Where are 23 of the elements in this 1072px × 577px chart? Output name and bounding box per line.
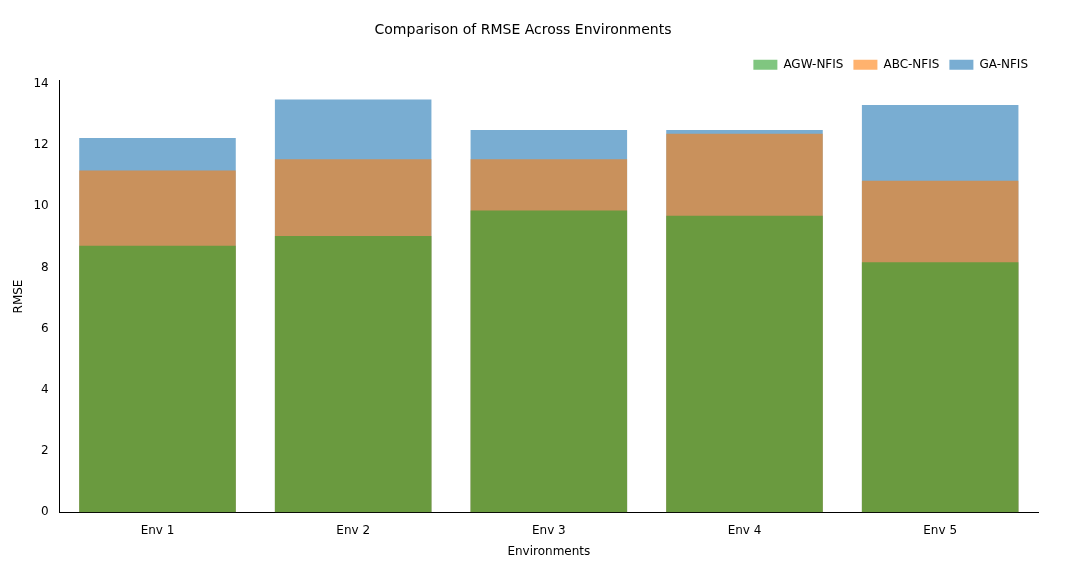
y-tick-label: 8 <box>41 259 49 274</box>
bar <box>861 262 1019 513</box>
x-tick-label: Env 1 <box>140 522 175 537</box>
y-tick-label: 2 <box>41 443 49 458</box>
x-tick-label: Env 2 <box>336 522 371 537</box>
y-axis-title: RMSE <box>11 279 26 314</box>
bar <box>79 245 236 513</box>
y-tick-label: 0 <box>41 504 49 519</box>
legend-label: GA-NFIS <box>979 56 1028 71</box>
x-tick-label: Env 5 <box>923 522 958 537</box>
x-tick-label: Env 3 <box>531 522 566 537</box>
y-tick-label: 12 <box>33 137 49 152</box>
legend-label: AGW-NFIS <box>783 56 844 71</box>
legend-label: ABC-NFIS <box>883 56 940 71</box>
bar <box>666 215 823 513</box>
x-tick-label: Env 4 <box>727 522 762 537</box>
y-tick-label: 10 <box>33 198 49 213</box>
x-axis-title: Environments <box>507 543 591 558</box>
chart-title: Comparison of RMSE Across Environments <box>374 21 672 38</box>
y-tick-label: 14 <box>33 75 49 90</box>
y-tick-label: 4 <box>41 381 49 396</box>
y-tick-label: 6 <box>41 320 49 335</box>
bar <box>274 235 432 513</box>
